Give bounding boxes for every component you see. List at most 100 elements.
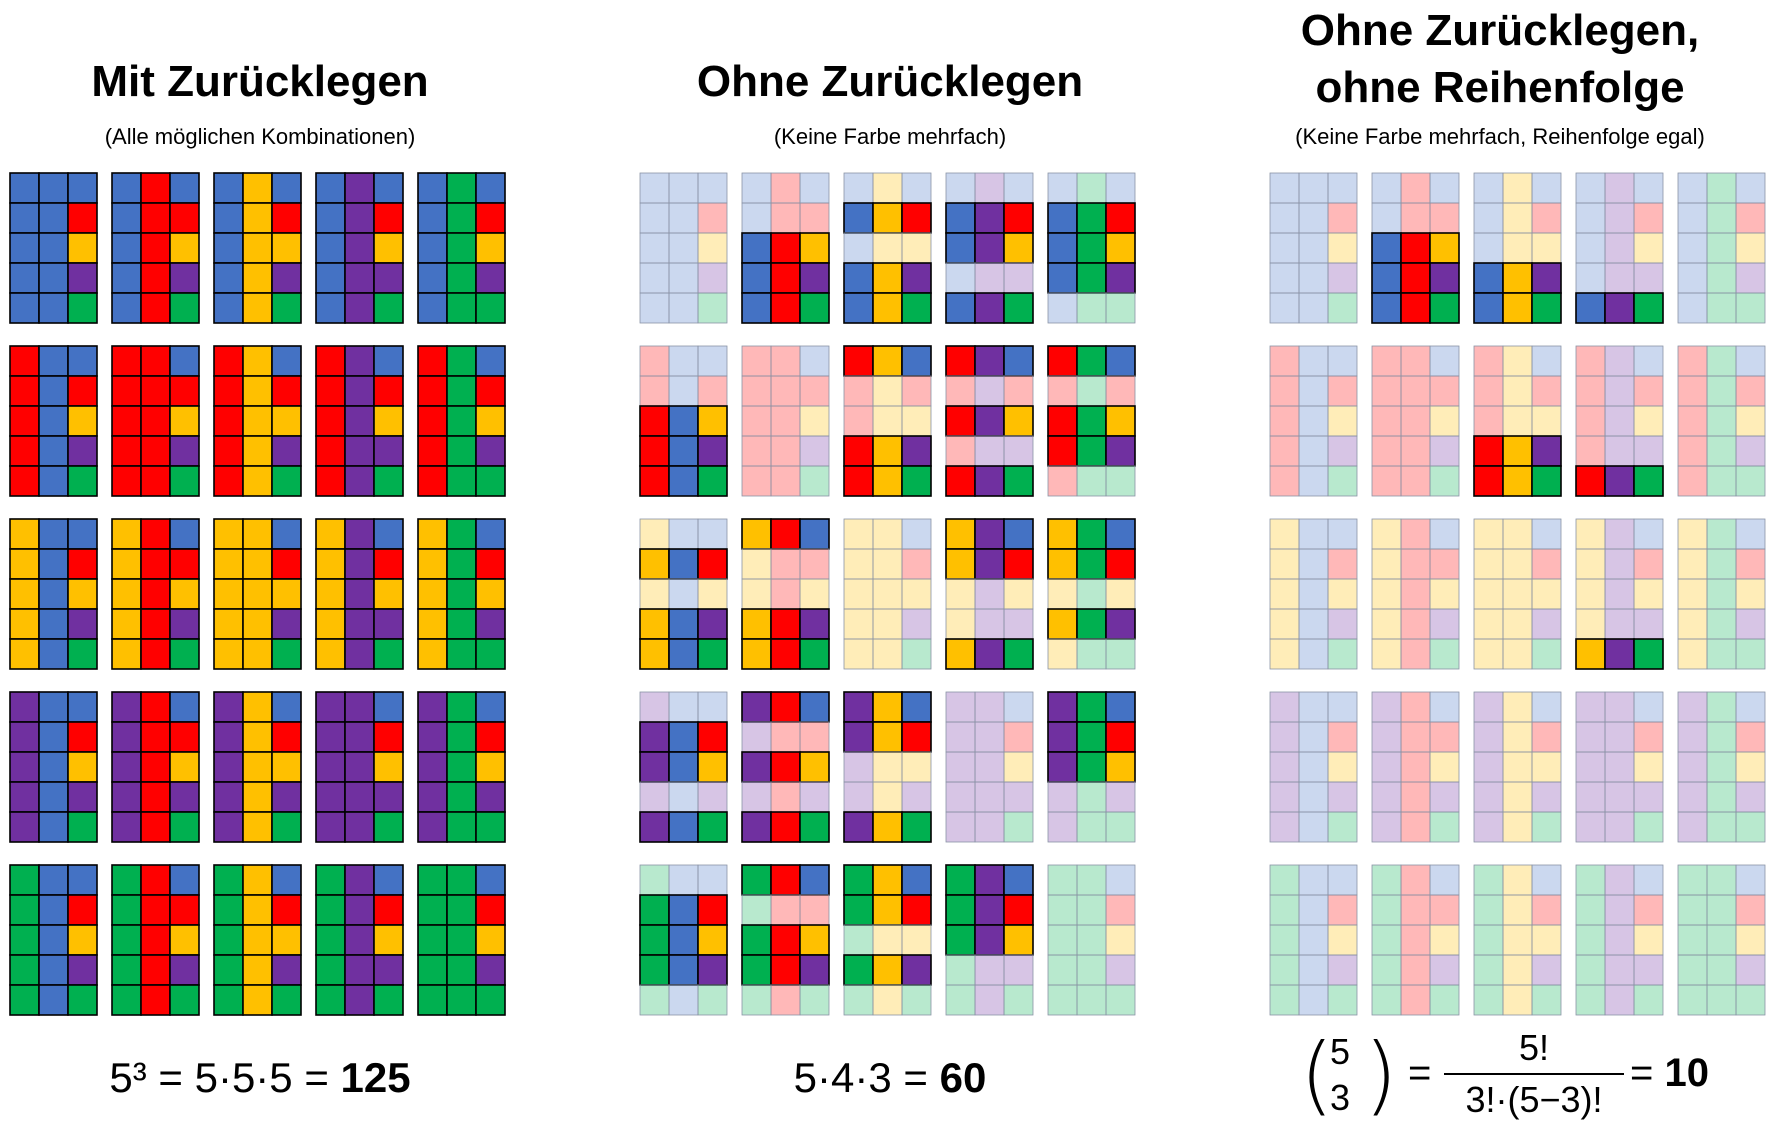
cell-yellow	[417, 518, 448, 550]
cell-green	[9, 954, 40, 986]
cell-yellow	[872, 608, 903, 640]
cell-red	[639, 435, 670, 467]
cell-purple	[741, 811, 772, 843]
cell-blue	[1633, 691, 1664, 723]
cell-yellow	[1502, 172, 1533, 204]
cell-red	[1003, 202, 1034, 234]
cell-red	[843, 375, 874, 407]
cell-blue	[111, 172, 142, 204]
cell-green	[1706, 691, 1737, 723]
cell-green	[1105, 638, 1136, 670]
cell-purple	[1604, 292, 1635, 324]
cell-blue	[1047, 262, 1078, 294]
cell-red	[1400, 578, 1431, 610]
cell-yellow	[1502, 721, 1533, 753]
cell-yellow	[1047, 638, 1078, 670]
cell-purple	[344, 864, 375, 896]
cell-yellow	[843, 638, 874, 670]
cell-purple	[1604, 405, 1635, 437]
cell-blue	[38, 984, 69, 1016]
cell-yellow	[872, 721, 903, 753]
cell-red	[1400, 638, 1431, 670]
cell-green	[1575, 864, 1606, 896]
cell-yellow	[1633, 405, 1664, 437]
cell-purple	[1604, 638, 1635, 670]
cell-red	[639, 405, 670, 437]
cell-red	[140, 984, 171, 1016]
cell-yellow	[1003, 405, 1034, 437]
cell-purple	[799, 954, 830, 986]
cell-purple	[1269, 781, 1300, 813]
cell-yellow	[1531, 751, 1562, 783]
cell-purple	[741, 691, 772, 723]
cell-green	[1473, 954, 1504, 986]
cell-green	[1269, 984, 1300, 1016]
cell-blue	[67, 172, 98, 204]
cell-blue	[169, 864, 200, 896]
cell-yellow	[373, 405, 404, 437]
cell-yellow	[1269, 518, 1300, 550]
cell-yellow	[1633, 751, 1664, 783]
cell-red	[475, 375, 506, 407]
cell-yellow	[1502, 292, 1533, 324]
cell-red	[1473, 345, 1504, 377]
cell-red	[770, 924, 801, 956]
cell-yellow	[67, 232, 98, 264]
cell-purple	[111, 721, 142, 753]
cell-red	[111, 465, 142, 497]
binom-right-paren: )	[1364, 1025, 1398, 1125]
cell-green	[446, 608, 477, 640]
cell-purple	[344, 691, 375, 723]
cell-yellow	[872, 954, 903, 986]
cell-purple	[1531, 262, 1562, 294]
cell-yellow	[1633, 924, 1664, 956]
cell-purple	[344, 262, 375, 294]
cell-red	[799, 894, 830, 926]
cell-red	[271, 202, 302, 234]
cell-green	[9, 864, 40, 896]
cell-green	[1429, 465, 1460, 497]
cell-blue	[1633, 172, 1664, 204]
cell-yellow	[1105, 751, 1136, 783]
cell-green	[9, 894, 40, 926]
cell-blue	[1677, 172, 1708, 204]
cell-red	[770, 954, 801, 986]
cell-purple	[1003, 435, 1034, 467]
cell-red	[1400, 954, 1431, 986]
cell-red	[1327, 375, 1358, 407]
cell-red	[169, 375, 200, 407]
cell-purple	[1604, 202, 1635, 234]
cell-yellow	[1429, 924, 1460, 956]
cell-red	[213, 375, 244, 407]
cell-green	[417, 864, 448, 896]
cell-yellow	[1735, 405, 1766, 437]
cell-blue	[373, 345, 404, 377]
cell-purple	[9, 751, 40, 783]
cell-purple	[1429, 954, 1460, 986]
cell-purple	[1677, 811, 1708, 843]
cell-red	[1400, 721, 1431, 753]
cell-yellow	[1473, 518, 1504, 550]
cell-yellow	[945, 548, 976, 580]
cell-blue	[668, 518, 699, 550]
cell-green	[1076, 262, 1107, 294]
cell-blue	[1735, 691, 1766, 723]
cell-green	[1575, 924, 1606, 956]
cell-yellow	[741, 578, 772, 610]
cell-yellow	[1502, 202, 1533, 234]
cell-purple	[1633, 608, 1664, 640]
cell-red	[1735, 548, 1766, 580]
cell-yellow	[799, 924, 830, 956]
cell-yellow	[872, 172, 903, 204]
cell-blue	[741, 292, 772, 324]
cell-blue	[111, 232, 142, 264]
cell-purple	[1575, 721, 1606, 753]
cell-blue	[1298, 781, 1329, 813]
cell-green	[169, 811, 200, 843]
cell-purple	[1047, 751, 1078, 783]
cell-red	[1105, 721, 1136, 753]
cell-red	[373, 721, 404, 753]
cell-purple	[417, 751, 448, 783]
cell-purple	[974, 262, 1005, 294]
cell-green	[1076, 894, 1107, 926]
